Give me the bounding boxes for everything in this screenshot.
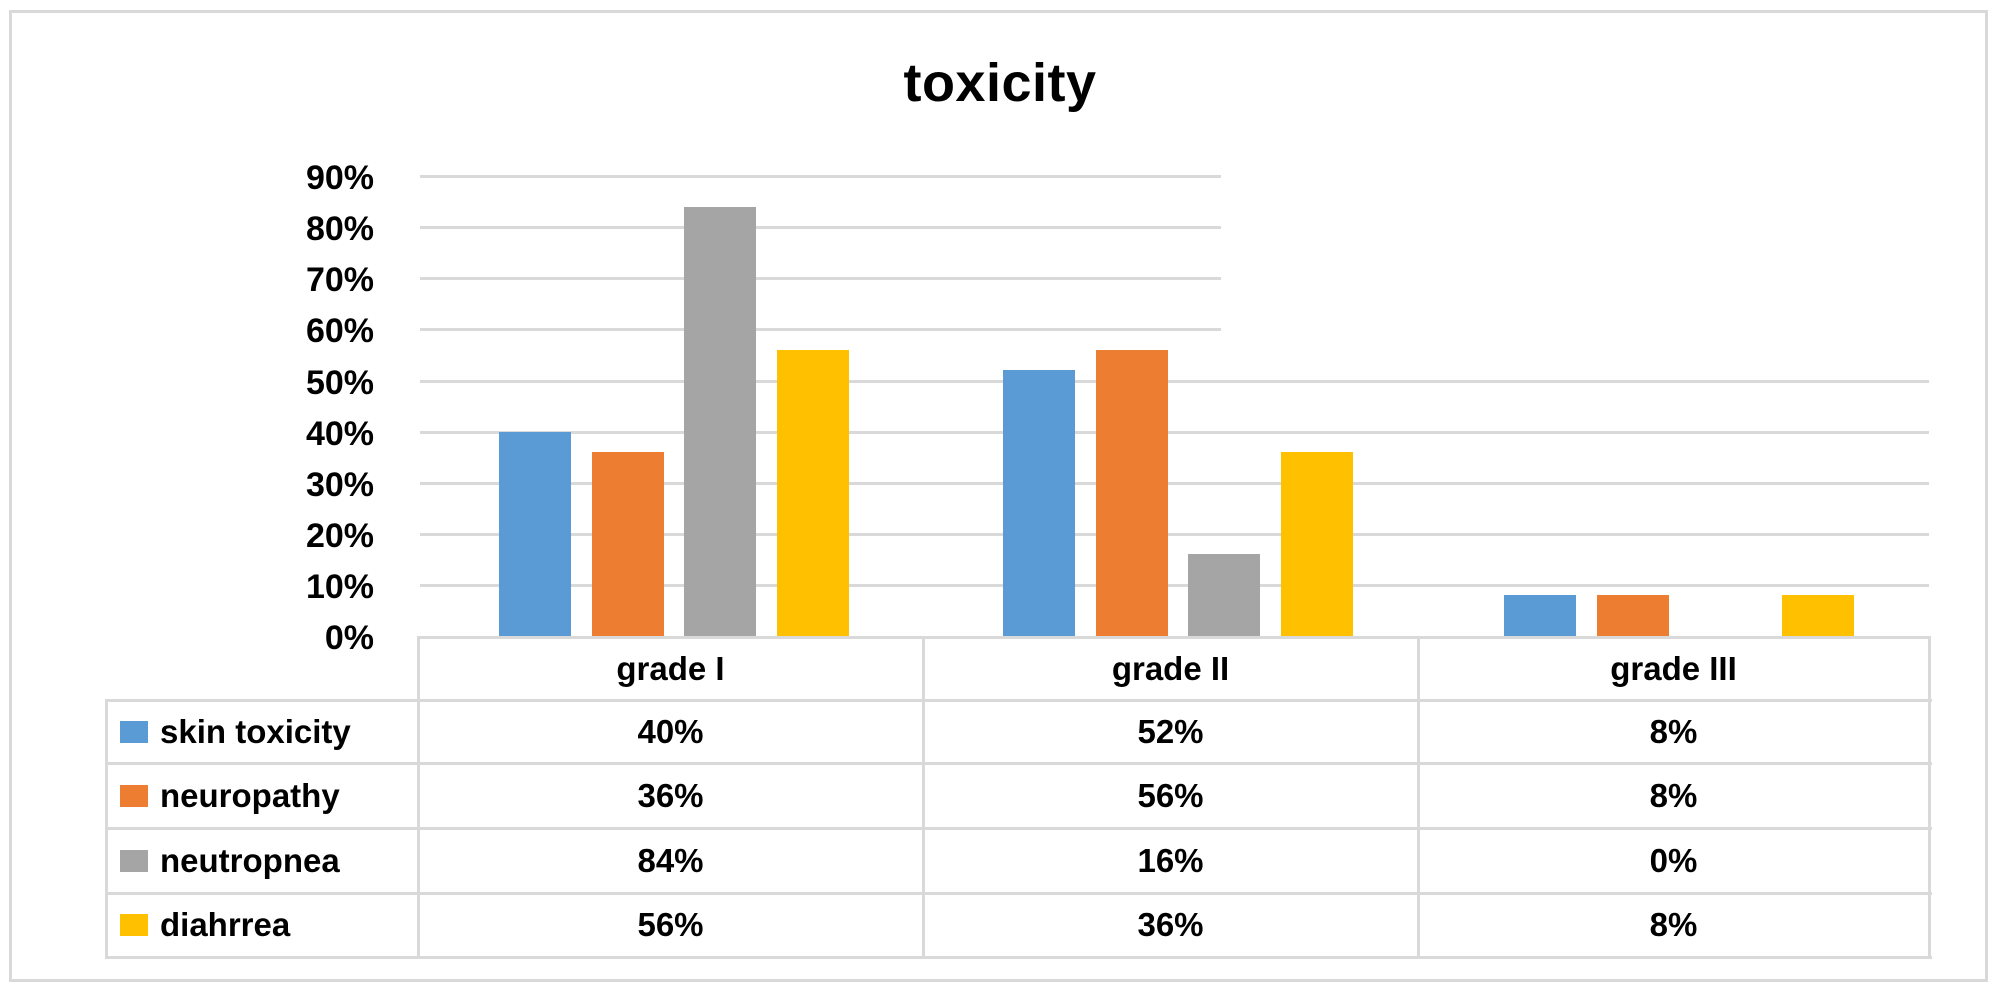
bar-neuropathy-grade-I: [591, 452, 664, 636]
legend-swatch-icon: [120, 914, 148, 936]
gridline: [420, 226, 1221, 230]
y-axis-tick-label: 80%: [305, 210, 374, 249]
table-cell: 8%: [1649, 712, 1698, 750]
table-cell: 84%: [637, 841, 704, 879]
table-cell: 40%: [637, 712, 704, 750]
gridline: [420, 583, 1929, 587]
legend-item-skin-toxicity: skin toxicity: [106, 700, 418, 763]
table-cell: 56%: [637, 906, 704, 943]
gridline: [420, 328, 1221, 332]
y-axis-tick-label: 50%: [305, 363, 374, 402]
table-header-grade-II: grade II: [1111, 650, 1230, 687]
y-axis-tick-label: 40%: [305, 414, 374, 453]
bar-diahrrea-grade-III: [1781, 595, 1854, 636]
y-axis-tick-label: 20%: [305, 516, 374, 555]
bar-skin-toxicity-grade-III: [1504, 595, 1576, 636]
y-axis-tick-label: 10%: [305, 567, 374, 606]
table-line: [1928, 636, 1931, 959]
table-line: [106, 892, 1932, 895]
gridline: [420, 175, 1221, 179]
table-cell: 36%: [637, 776, 704, 814]
y-axis-tick-label: 60%: [305, 312, 374, 351]
y-axis-tick-label: 30%: [305, 465, 374, 504]
legend-label: skin toxicity: [160, 712, 351, 750]
bar-diahrrea-grade-I: [776, 349, 849, 636]
bar-neutropnea-grade-II: [1188, 554, 1260, 636]
table-line: [418, 636, 1929, 639]
table-line: [106, 827, 1932, 830]
legend-item-neutropnea: neutropnea: [106, 828, 418, 893]
legend-label: neuropathy: [160, 776, 340, 814]
gridline: [420, 430, 1929, 434]
y-axis-tick-label: 0%: [324, 619, 374, 657]
gridline: [420, 277, 1221, 281]
table-line: [106, 699, 1932, 702]
bar-skin-toxicity-grade-I: [499, 431, 571, 636]
table-cell: 16%: [1137, 841, 1204, 879]
gridline: [420, 379, 1929, 383]
bar-neutropnea-grade-I: [684, 206, 756, 636]
table-line: [106, 956, 1932, 959]
table-line: [106, 762, 1932, 765]
legend-label: diahrrea: [160, 906, 291, 943]
chart-title: toxicity: [903, 53, 1097, 113]
y-axis-tick-label: 90%: [305, 159, 374, 198]
table-cell: 8%: [1649, 906, 1698, 943]
table-cell: 52%: [1137, 712, 1204, 750]
table-cell: 0%: [1649, 841, 1698, 879]
gridline: [420, 481, 1929, 485]
legend-item-diahrrea: diahrrea: [106, 893, 418, 957]
bar-skin-toxicity-grade-II: [1003, 370, 1075, 636]
legend-label: neutropnea: [160, 841, 340, 879]
gridline: [420, 532, 1929, 536]
table-header-grade-I: grade I: [616, 650, 725, 687]
table-line: [1417, 636, 1420, 959]
bar-diahrrea-grade-II: [1280, 452, 1353, 636]
table-cell: 56%: [1137, 776, 1204, 814]
table-line: [922, 636, 925, 959]
legend-item-neuropathy: neuropathy: [106, 763, 418, 828]
table-cell: 8%: [1649, 776, 1698, 814]
bar-neuropathy-grade-III: [1596, 595, 1669, 636]
bar-neuropathy-grade-II: [1095, 349, 1168, 636]
chart-frame: [9, 10, 1988, 982]
table-header-grade-III: grade III: [1610, 650, 1737, 687]
legend-swatch-icon: [120, 720, 148, 743]
legend-swatch-icon: [120, 849, 148, 872]
table-line: [417, 636, 420, 959]
legend-swatch-icon: [120, 784, 148, 807]
table-cell: 36%: [1137, 906, 1204, 943]
y-axis-tick-label: 70%: [305, 261, 374, 300]
table-line: [105, 699, 108, 959]
